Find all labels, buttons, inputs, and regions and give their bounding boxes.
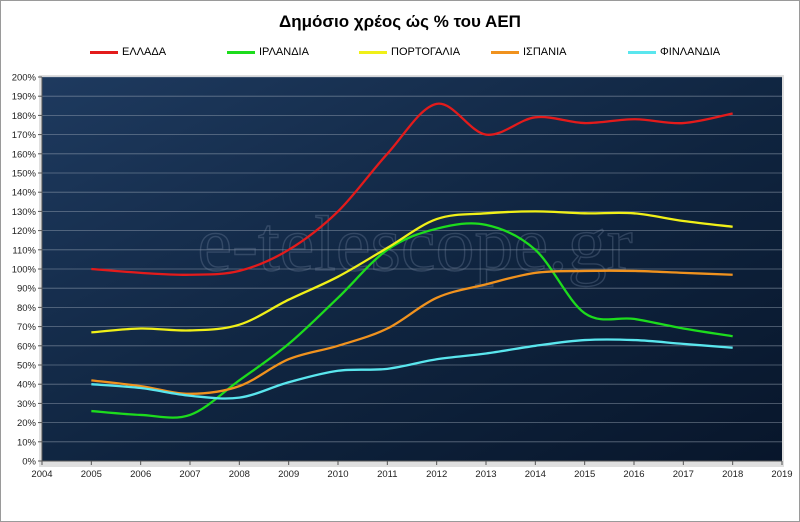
x-tick-label: 2015 <box>574 469 595 480</box>
x-tick-label: 2012 <box>426 469 447 480</box>
legend-item: ΙΣΠΑΝΙΑ <box>491 44 566 60</box>
y-axis: 0% 10% 20% 30% 40% 50% 60% 70% 80% 90% 100% 110% 120… <box>12 73 43 468</box>
legend-item: ΦΙΝΛΑΝΔΙΑ <box>628 44 720 60</box>
y-tick-label: 40% <box>17 380 37 391</box>
y-tick-label: 200% <box>12 73 37 84</box>
x-tick-label: 2013 <box>475 469 496 480</box>
x-tick-label: 2007 <box>179 469 200 480</box>
series-line-ΕΛΛΑΔΑ <box>91 102 733 276</box>
x-tick-label: 2010 <box>327 469 348 480</box>
y-tick-label: 100% <box>12 265 37 276</box>
series-lines <box>91 102 733 419</box>
x-axis: 2004 2005 2006 2007 2008 2009 2010 2011 2012 2013… <box>31 460 793 480</box>
legend: ΕΛΛΑΔΑ ΙΡΛΑΝΔΙΑ ΠΟΡΤΟΓΑΛΙΑ ΙΣΠΑΝΙΑ ΦΙΝΛΑΝΔΙΑ <box>90 44 770 60</box>
y-tick-label: 140% <box>12 188 37 199</box>
gridlines <box>42 76 782 443</box>
legend-label: ΙΣΠΑΝΙΑ <box>523 46 567 58</box>
y-tick-label: 120% <box>12 226 37 237</box>
y-tick-label: 60% <box>17 341 37 352</box>
series-line-ΠΟΡΤΟΓΑΛΙΑ <box>91 210 733 334</box>
x-tick-label: 2011 <box>377 469 397 480</box>
legend-swatch <box>628 50 656 54</box>
y-tick-label: 20% <box>17 418 37 429</box>
legend-label: ΕΛΛΑΔΑ <box>122 46 167 58</box>
y-tick-label: 180% <box>12 111 37 122</box>
x-tick-label: 2019 <box>771 469 792 480</box>
y-tick-label: 10% <box>17 437 37 448</box>
watermark: e-telescope.gr <box>197 200 632 287</box>
x-tick-label: 2014 <box>525 469 546 480</box>
x-tick-label: 2017 <box>673 469 694 480</box>
legend-swatch <box>227 50 255 54</box>
x-tick-label: 2004 <box>31 469 52 480</box>
y-tick-label: 190% <box>12 92 37 103</box>
legend-swatch <box>359 50 387 54</box>
y-tick-label: 130% <box>12 207 37 218</box>
legend-label: ΦΙΝΛΑΝΔΙΑ <box>660 46 721 58</box>
series-line-ΙΣΠΑΝΙΑ <box>91 269 733 395</box>
legend-swatch <box>491 50 519 54</box>
x-tick-label: 2006 <box>130 469 151 480</box>
series-line-ΙΡΛΑΝΔΙΑ <box>91 222 733 419</box>
y-tick-label: 80% <box>17 303 37 314</box>
legend-label: ΙΡΛΑΝΔΙΑ <box>259 46 309 58</box>
x-tick-label: 2009 <box>278 469 299 480</box>
x-tick-label: 2016 <box>623 469 644 480</box>
y-tick-label: 150% <box>12 169 37 180</box>
chart-title: Δημόσιο χρέος ώς % του ΑΕΠ <box>279 12 521 31</box>
x-tick-label: 2008 <box>229 469 250 480</box>
x-tick-label: 2005 <box>81 469 102 480</box>
y-tick-label: 110% <box>12 245 36 256</box>
legend-label: ΠΟΡΤΟΓΑΛΙΑ <box>391 46 461 58</box>
x-tick-label: 2018 <box>722 469 743 480</box>
legend-item: ΕΛΛΑΔΑ <box>90 44 166 60</box>
series-line-ΦΙΝΛΑΝΔΙΑ <box>91 338 733 400</box>
y-tick-label: 70% <box>17 322 37 333</box>
y-tick-label: 0% <box>22 457 36 468</box>
y-tick-label: 90% <box>17 284 37 295</box>
legend-item: ΙΡΛΑΝΔΙΑ <box>227 44 309 60</box>
y-tick-label: 160% <box>12 149 37 160</box>
y-tick-label: 30% <box>17 399 37 410</box>
legend-item: ΠΟΡΤΟΓΑΛΙΑ <box>359 44 460 60</box>
legend-swatch <box>90 50 118 54</box>
y-tick-label: 170% <box>12 130 37 141</box>
y-tick-label: 50% <box>17 361 37 372</box>
